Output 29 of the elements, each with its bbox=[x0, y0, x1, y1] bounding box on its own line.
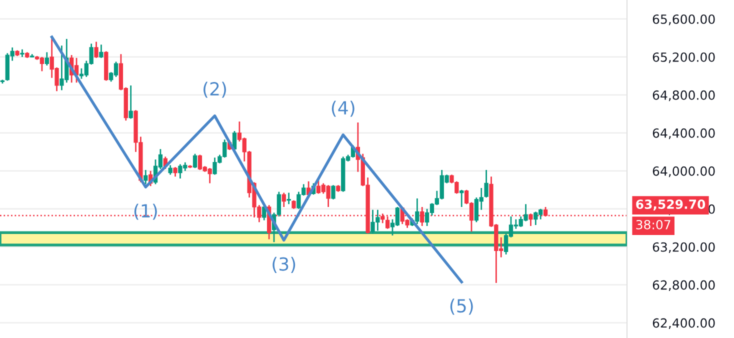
candlestick bbox=[282, 192, 286, 208]
candlestick bbox=[331, 184, 336, 200]
candlestick bbox=[286, 192, 291, 205]
y-tick-label: 65,600.00 bbox=[652, 14, 715, 26]
annotation: (3) bbox=[272, 256, 296, 273]
candlestick bbox=[94, 41, 98, 59]
annotation: (5) bbox=[450, 298, 473, 315]
candlestick bbox=[168, 164, 172, 176]
candlestick bbox=[173, 166, 178, 178]
y-tick-label: 62,800.00 bbox=[652, 280, 715, 292]
candlestick bbox=[128, 84, 133, 120]
candlestick bbox=[460, 189, 464, 208]
y-tick-label: 64,800.00 bbox=[652, 90, 715, 102]
annotation: (2) bbox=[204, 82, 226, 98]
candlestick bbox=[99, 44, 104, 59]
y-tick-label: 63,200.00 bbox=[652, 242, 715, 254]
candlestick bbox=[144, 169, 148, 185]
y-tick-label: 62,400.00 bbox=[652, 318, 715, 330]
text: 38:07 bbox=[636, 220, 670, 230]
y-tick-label: 64,000.00 bbox=[652, 166, 715, 178]
candlestick bbox=[192, 153, 198, 169]
y-tick-label: 65,200.00 bbox=[652, 52, 715, 64]
candlestick bbox=[484, 169, 488, 198]
candlestick bbox=[528, 212, 533, 227]
candlestick bbox=[44, 52, 49, 66]
annotation: (1) bbox=[134, 204, 157, 220]
y-tick-label: 64,400.00 bbox=[652, 128, 715, 140]
annotation: (4) bbox=[332, 100, 354, 117]
line-series bbox=[50, 36, 463, 284]
